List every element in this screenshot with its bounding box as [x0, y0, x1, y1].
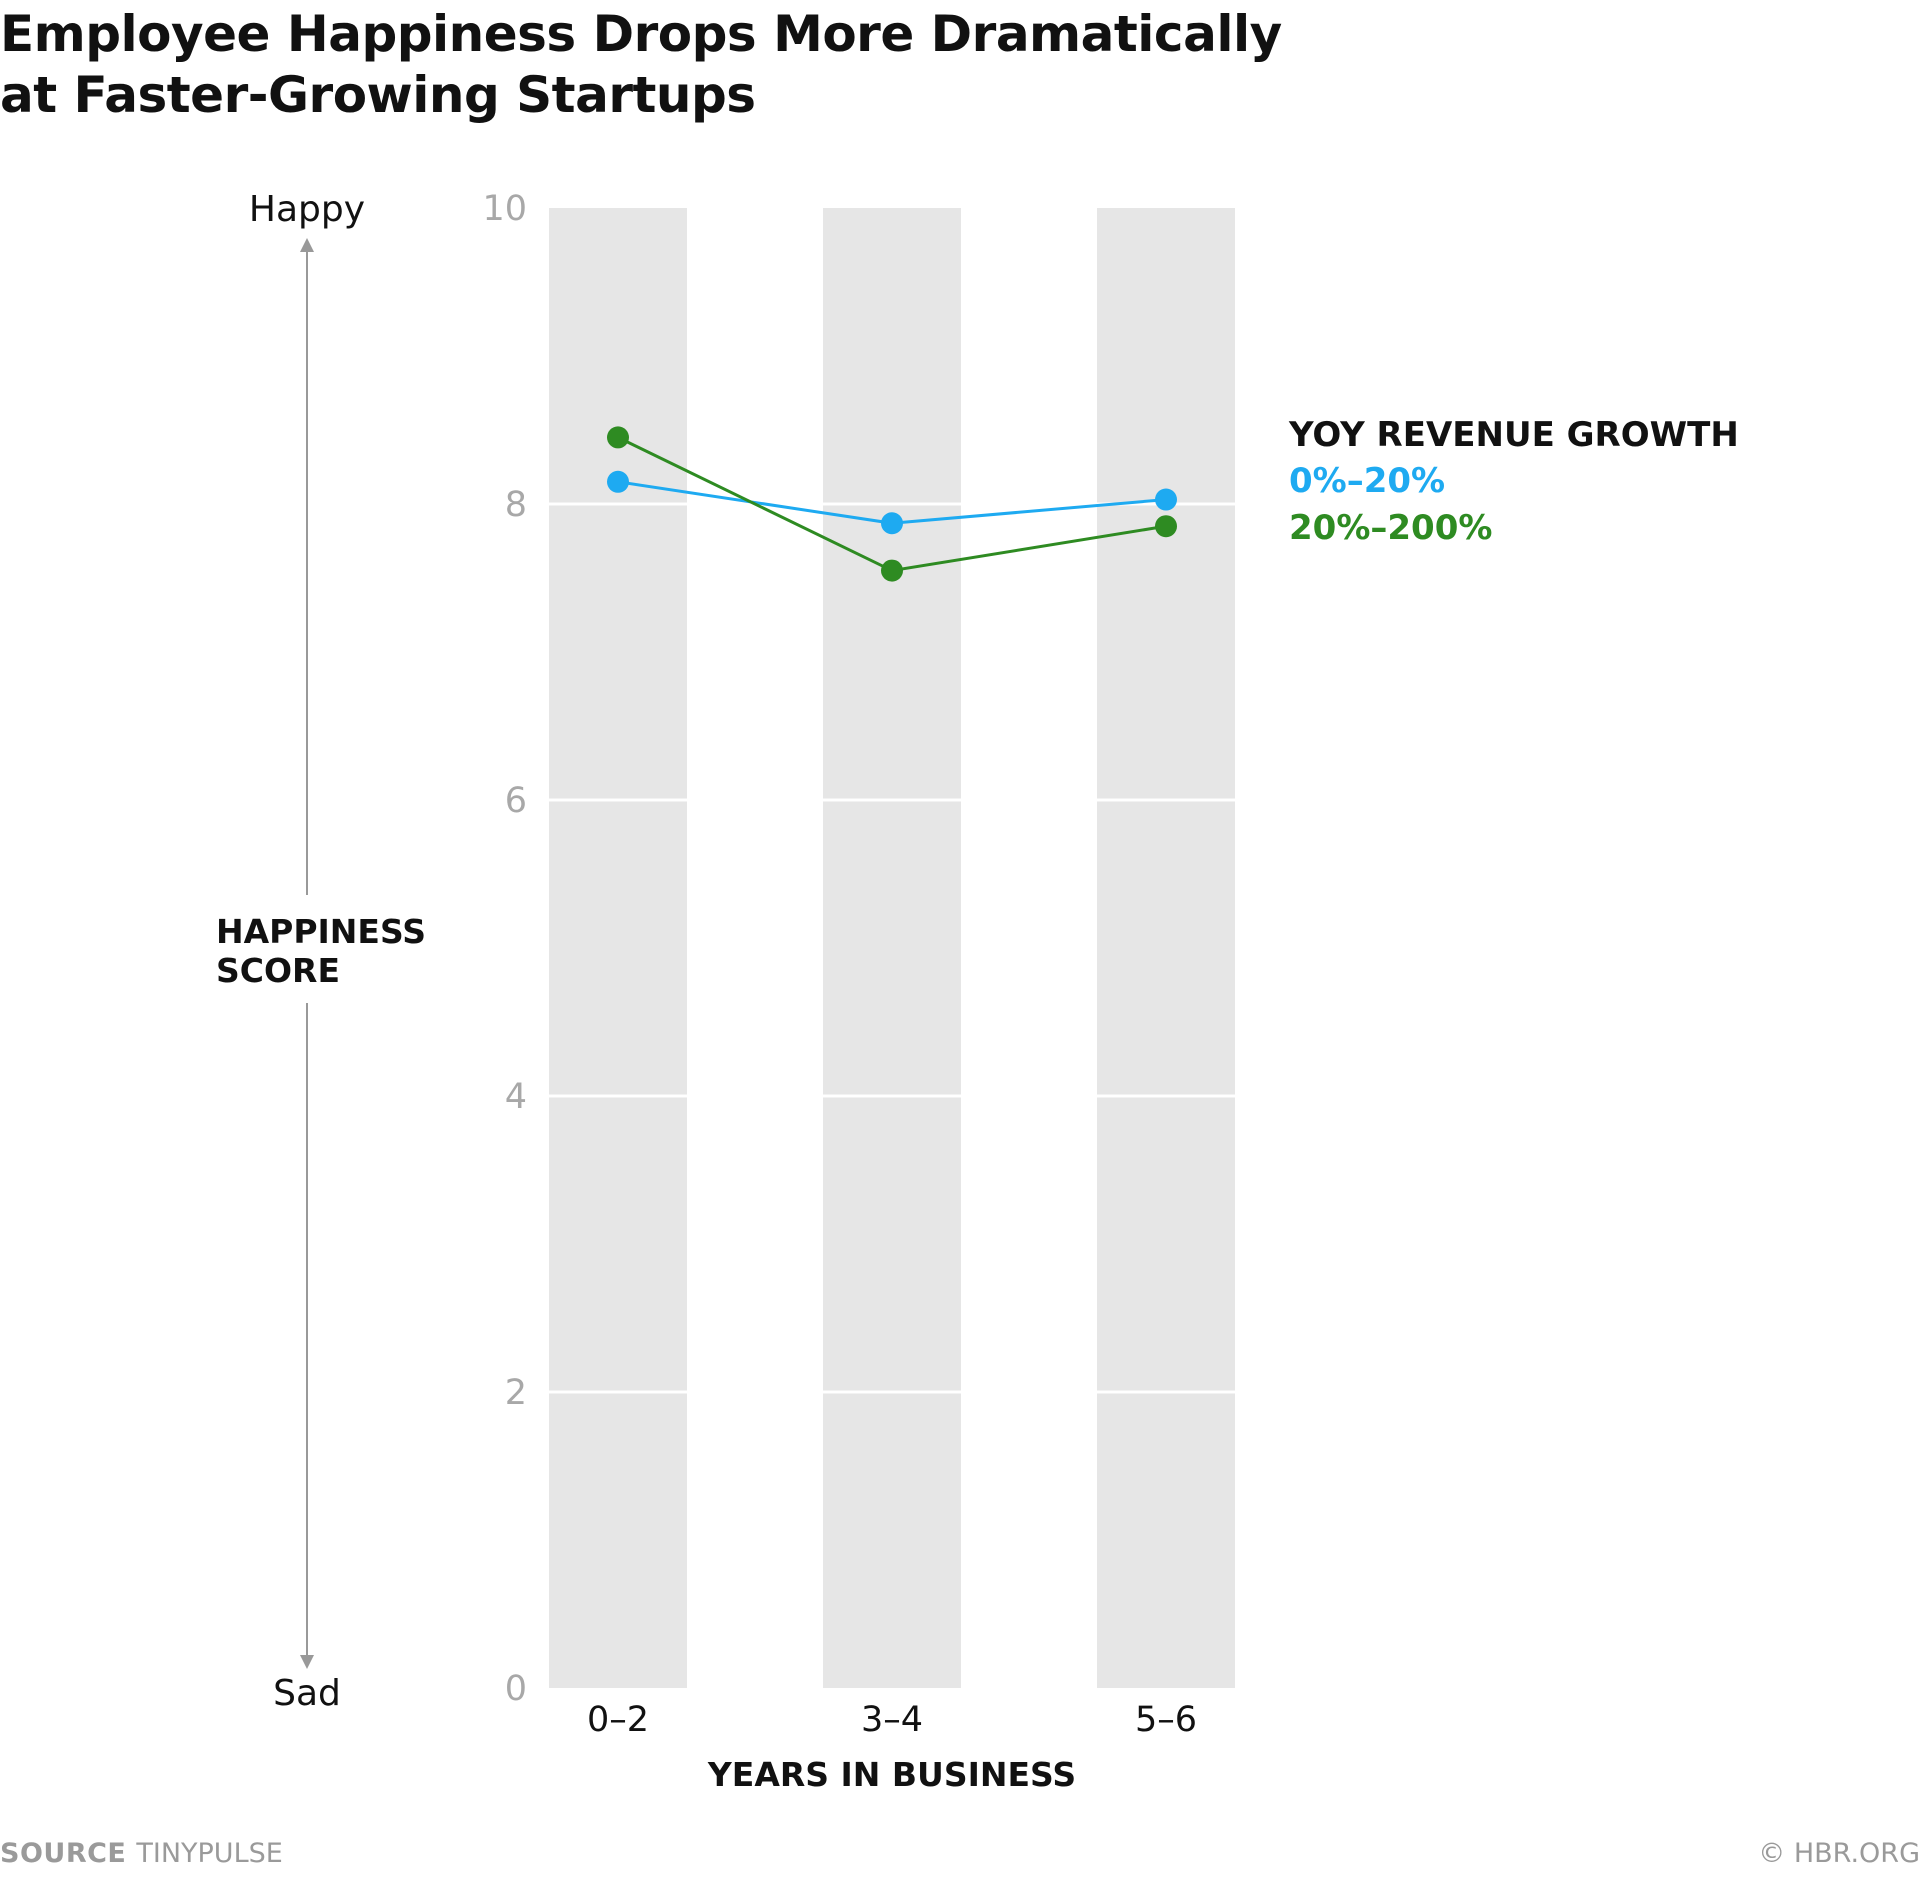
series-1-point-2 — [1155, 515, 1177, 538]
x-axis-label: YEARS IN BUSINESS — [707, 1755, 1076, 1794]
footer-source: SOURCE TINYPULSE — [0, 1838, 283, 1869]
chart-title: Employee Happiness Drops More Dramatical… — [0, 4, 1300, 126]
series-0-point-2 — [1155, 488, 1177, 511]
series-0-point-1 — [881, 512, 903, 535]
chart-title-line-1: Employee Happiness Drops More Dramatical… — [0, 5, 1282, 63]
series-1-point-1 — [881, 559, 903, 582]
category-band-1 — [823, 208, 961, 1688]
y-axis-label-line-2: SCORE — [216, 951, 340, 990]
series-1-point-0 — [607, 426, 629, 449]
y-tick-label-4: 8 — [505, 485, 527, 525]
legend-entry-0: 0%–20% — [1289, 461, 1445, 501]
x-tick-label-2: 5–6 — [1135, 1700, 1197, 1740]
category-band-2 — [1097, 208, 1235, 1688]
series-0-point-0 — [607, 470, 629, 493]
category-band-0 — [549, 208, 687, 1688]
footer-copyright: © HBR.ORG — [1758, 1838, 1920, 1869]
legend-entry-1: 20%–200% — [1289, 508, 1492, 548]
series-layer — [607, 426, 1177, 582]
y-tick-label-3: 6 — [505, 781, 527, 821]
y-tick-label-2: 4 — [505, 1077, 527, 1117]
chart-title-line-2: at Faster-Growing Startups — [0, 66, 756, 124]
x-tick-labels: 0–2 3–4 5–6 — [587, 1700, 1197, 1740]
legend-title: YOY REVENUE GROWTH — [1288, 415, 1739, 455]
y-axis-label-line-1: HAPPINESS — [216, 912, 426, 951]
source-value: TINYPULSE — [136, 1838, 283, 1869]
y-bottom-label: Sad — [273, 1673, 341, 1714]
source-label: SOURCE — [0, 1838, 127, 1869]
y-tick-labels: 0 2 4 6 8 10 — [482, 189, 527, 1709]
y-tick-label-1: 2 — [505, 1373, 527, 1413]
category-bands — [549, 208, 1235, 1688]
y-tick-label-0: 0 — [505, 1669, 527, 1709]
y-top-label: Happy — [249, 189, 365, 230]
x-tick-label-1: 3–4 — [861, 1700, 923, 1740]
x-tick-label-0: 0–2 — [587, 1700, 649, 1740]
y-tick-label-5: 10 — [482, 189, 527, 229]
